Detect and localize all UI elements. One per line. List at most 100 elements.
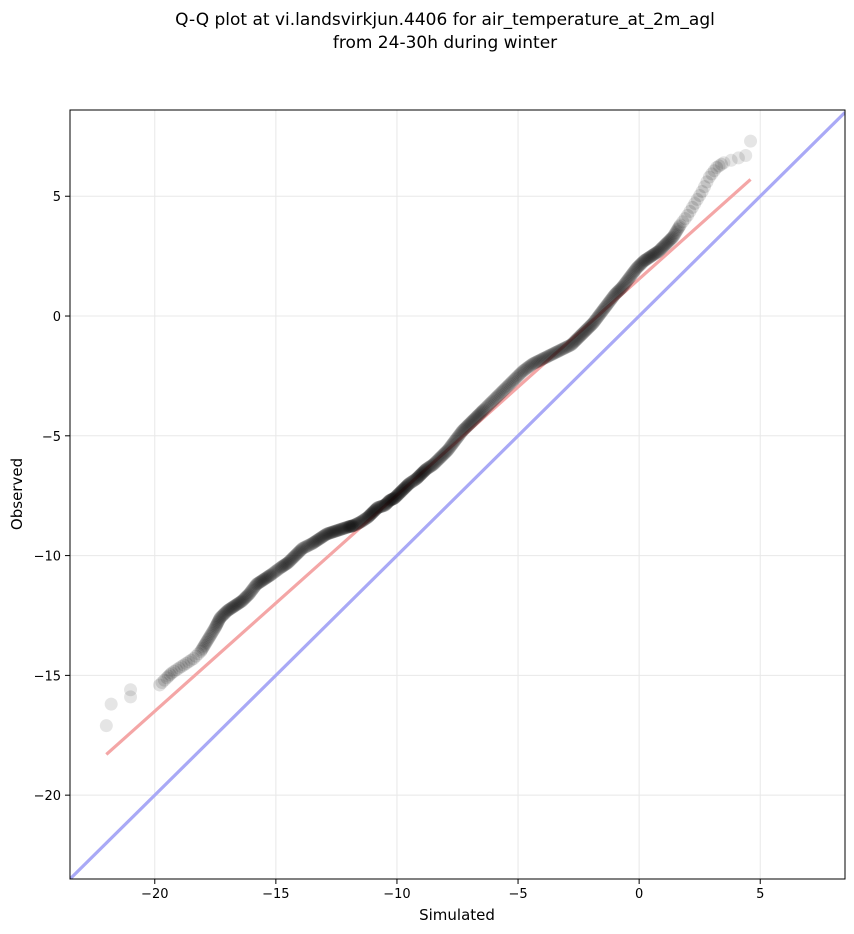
quantile-point (467, 412, 481, 426)
quantile-point (517, 363, 531, 377)
quantile-point (673, 218, 687, 232)
quantile-point (323, 526, 337, 540)
quantile-point (494, 386, 508, 400)
quantile-point (573, 329, 587, 343)
quantile-point (315, 530, 329, 544)
quantile-point (433, 451, 447, 465)
quantile-point (712, 159, 726, 173)
quantile-point (259, 571, 273, 585)
quantile-point (571, 331, 585, 345)
quantile-point (385, 492, 399, 506)
quantile-point (549, 346, 563, 360)
quantile-point (671, 222, 685, 236)
quantile-point (580, 323, 594, 337)
quantile-point (343, 520, 357, 534)
quantile-point (676, 215, 690, 229)
quantile-point (476, 403, 490, 417)
quantile-point (406, 474, 420, 488)
quantile-point (346, 519, 360, 533)
chart-title-line-2: from 24-30h during winter (333, 33, 557, 53)
quantile-point (386, 492, 400, 506)
quantile-point (249, 577, 263, 591)
grid (70, 110, 845, 879)
quantile-point (609, 287, 623, 301)
quantile-point (398, 480, 412, 494)
quantile-point (621, 273, 635, 287)
quantile-point (104, 697, 118, 711)
quantile-point (355, 514, 369, 528)
quantile-point (400, 479, 414, 493)
quantile-point (425, 458, 439, 472)
quantile-point (240, 589, 254, 603)
quantile-point (516, 364, 530, 378)
quantile-point (383, 493, 397, 507)
quantile-point (652, 244, 666, 258)
quantile-point (640, 252, 654, 266)
quantile-point (446, 436, 460, 450)
quantile-point (420, 462, 434, 476)
quantile-point (203, 629, 217, 643)
quantile-point (261, 570, 275, 584)
quantile-point (370, 501, 384, 515)
quantile-point (342, 520, 356, 534)
quantile-point (352, 516, 366, 530)
quantile-point (272, 561, 286, 575)
quantile-point (305, 537, 319, 551)
quantile-point (601, 297, 615, 311)
quantile-point (688, 196, 702, 210)
quantile-point (353, 515, 367, 529)
quantile-point (478, 401, 492, 415)
quantile-point (418, 464, 432, 478)
quantile-point (309, 534, 323, 548)
quantile-point (292, 545, 306, 559)
quantile-point (241, 588, 255, 602)
quantile-point (472, 408, 486, 422)
quantile-point (388, 490, 402, 504)
quantile-point (490, 389, 504, 403)
quantile-point (341, 520, 355, 534)
quantile-point (453, 428, 467, 442)
quantile-point (521, 361, 535, 375)
y-axis-label: Observed (8, 458, 26, 530)
quantile-point (558, 341, 572, 355)
quantile-point (634, 257, 648, 271)
quantile-point (327, 525, 341, 539)
quantile-point (210, 617, 224, 631)
quantile-point (211, 616, 225, 630)
quantile-point (632, 258, 646, 272)
quantile-point (371, 500, 385, 514)
quantile-point (538, 351, 552, 365)
quantile-point (247, 581, 261, 595)
quantile-point (314, 531, 328, 545)
quantile-point (416, 465, 430, 479)
quantile-point (340, 520, 354, 534)
quantile-point (649, 246, 663, 260)
quantile-point (633, 258, 647, 272)
quantile-point (321, 527, 335, 541)
quantile-point (440, 444, 454, 458)
quantile-point (160, 671, 174, 685)
quantile-point (393, 486, 407, 500)
quantile-point (239, 590, 253, 604)
quantile-point (363, 508, 377, 522)
quantile-point (388, 491, 402, 505)
quantile-point (220, 605, 234, 619)
quantile-point (610, 286, 624, 300)
quantile-point (594, 305, 608, 319)
quantile-point (212, 613, 226, 627)
quantile-point (630, 261, 644, 275)
quantile-point (744, 134, 758, 148)
quantile-point (380, 496, 394, 510)
quantile-point (654, 242, 668, 256)
quantile-point (671, 221, 685, 235)
quantile-point (661, 235, 675, 249)
quantile-point (539, 350, 553, 364)
quantile-point (383, 493, 397, 507)
quantile-point (596, 303, 610, 317)
quantile-point (360, 511, 374, 525)
quantile-point (576, 326, 590, 340)
quantile-point (428, 456, 442, 470)
quantile-point (739, 149, 753, 163)
quantile-point (506, 374, 520, 388)
quantile-point (369, 502, 383, 516)
